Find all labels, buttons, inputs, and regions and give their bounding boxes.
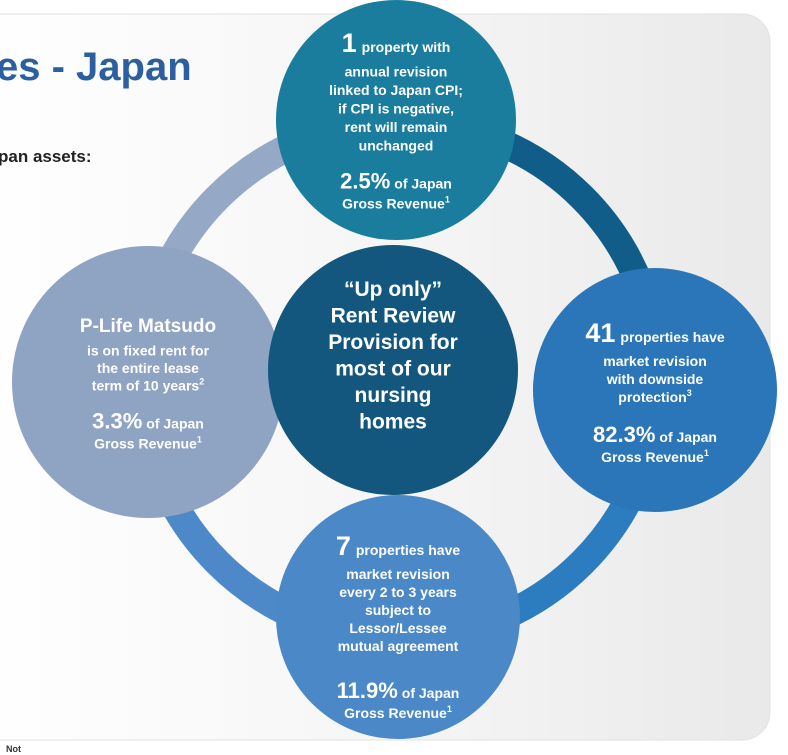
footnote-mark: 1	[445, 195, 450, 205]
node-pct: 82.3%	[593, 422, 655, 447]
node-pct-line2: Gross Revenue1	[601, 448, 709, 465]
node-line: linked to Japan CPI;	[329, 82, 463, 98]
node-circle	[276, 0, 516, 240]
node-pct-text2: Gross Revenue	[94, 436, 197, 452]
node-line: the entire lease	[97, 360, 199, 376]
node-text: the entire lease	[97, 360, 199, 376]
center-text: Provision for	[328, 331, 458, 354]
node-pct: 2.5%	[340, 169, 390, 194]
node-line: market revision	[346, 566, 450, 582]
center-circle	[268, 245, 518, 495]
center-text: homes	[359, 411, 427, 434]
node-pct-line: 3.3% of Japan	[92, 409, 204, 434]
node-text: protection	[618, 389, 686, 405]
node-pct-line: 82.3% of Japan	[593, 422, 717, 447]
node-pct: 11.9%	[337, 678, 398, 703]
node-circle	[276, 495, 520, 739]
node-text: with downside	[606, 371, 704, 387]
node-pct-line: 11.9% of Japan	[337, 678, 460, 703]
node-line: if CPI is negative,	[338, 101, 454, 117]
footnote-mark: 2	[199, 377, 204, 387]
node-text: mutual agreement	[338, 638, 459, 654]
node-line: subject to	[365, 602, 431, 618]
node-lead-line: 41 properties have	[585, 318, 725, 348]
notes: Not	[6, 744, 21, 754]
node-pct-text: of Japan	[394, 176, 452, 192]
node-lead-text: properties have	[620, 329, 724, 345]
node-text: unchanged	[359, 138, 434, 154]
node-text: if CPI is negative,	[338, 101, 454, 117]
footnote-mark: 1	[704, 448, 709, 458]
node-circle	[533, 268, 777, 512]
node-lead-text: properties have	[356, 542, 460, 558]
node-pct-text2: Gross Revenue	[344, 705, 447, 721]
center-line: Provision for	[328, 331, 458, 354]
node-lead: 1	[342, 28, 357, 58]
center-line: nursing	[355, 384, 432, 407]
node-line: with downside	[606, 371, 704, 387]
node-lead-text: property with	[362, 39, 451, 55]
node-line: term of 10 years2	[92, 377, 204, 394]
center-line: “Up only”	[344, 278, 442, 301]
node-pct-line2: Gross Revenue1	[94, 435, 202, 452]
node-lead-line: P-Life Matsudo	[80, 316, 216, 337]
node-lead: 7	[336, 531, 351, 561]
node-lead: P-Life Matsudo	[80, 316, 216, 337]
node-pct-text: of Japan	[402, 685, 460, 701]
center-line: Rent Review	[331, 305, 457, 328]
node-pct-line2: Gross Revenue1	[344, 704, 452, 721]
node-text: market revision	[346, 566, 450, 582]
node-text: every 2 to 3 years	[339, 584, 457, 600]
footnote-mark: 3	[687, 388, 692, 398]
node-pct-text2: Gross Revenue	[342, 196, 445, 212]
node-text: market revision	[603, 353, 707, 369]
node-pct-text: of Japan	[146, 416, 204, 432]
node-pct-text: of Japan	[659, 429, 717, 445]
node-text: rent will remain	[345, 119, 448, 135]
node-line: is on fixed rent for	[87, 343, 210, 359]
node-line: annual revision	[345, 64, 448, 80]
center-line: most of our	[335, 358, 451, 381]
node-text: subject to	[365, 602, 431, 618]
node-line: unchanged	[359, 138, 434, 154]
node-line: market revision	[603, 353, 707, 369]
center-text: Rent Review	[331, 305, 457, 328]
node-line: Lessor/Lessee	[349, 620, 446, 636]
node-pct-line2: Gross Revenue1	[342, 195, 450, 212]
node-pct-line: 2.5% of Japan	[340, 169, 452, 194]
node-line: mutual agreement	[338, 638, 459, 654]
node-pct-text2: Gross Revenue	[601, 449, 704, 465]
title: es - Japan	[0, 45, 192, 89]
node-line: every 2 to 3 years	[339, 584, 457, 600]
node-line: rent will remain	[345, 119, 448, 135]
center-line: homes	[359, 411, 427, 434]
node-lead: 41	[585, 318, 615, 348]
node-text: is on fixed rent for	[87, 343, 210, 359]
subtitle: pan assets:	[0, 147, 92, 166]
node-circle	[12, 246, 284, 518]
node-lead-line: 1 property with	[342, 28, 451, 58]
node-lead-line: 7 properties have	[336, 531, 461, 561]
node-text: linked to Japan CPI;	[329, 82, 463, 98]
footnote-mark: 1	[197, 435, 202, 445]
node-text: annual revision	[345, 64, 448, 80]
node-line: protection3	[618, 388, 691, 405]
node-text: Lessor/Lessee	[349, 620, 446, 636]
center-text: nursing	[355, 384, 432, 407]
center-text: most of our	[335, 358, 451, 381]
node-text: term of 10 years	[92, 378, 200, 394]
footnote-mark: 1	[447, 704, 452, 714]
node-pct: 3.3%	[92, 409, 142, 434]
center-text: “Up only”	[344, 278, 442, 301]
